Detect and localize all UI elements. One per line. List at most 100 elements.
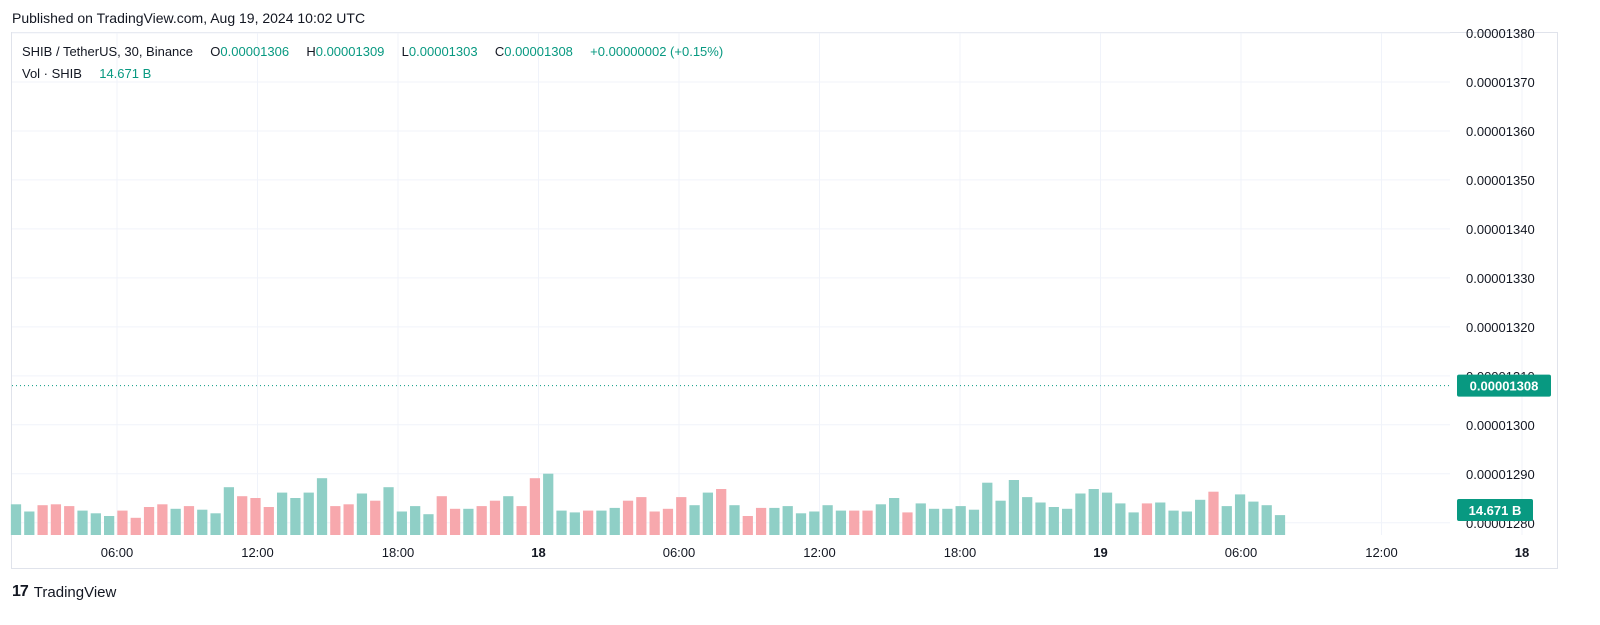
- volume-bar: [596, 510, 607, 535]
- volume-bar: [343, 504, 354, 535]
- volume-bar: [1208, 491, 1219, 535]
- y-tick-label: 0.00001300: [1466, 418, 1535, 433]
- open-label: O: [210, 44, 221, 59]
- tradingview-logo-icon[interactable]: 17: [12, 583, 29, 600]
- volume-bar: [942, 508, 953, 535]
- high-value: 0.00001309: [315, 44, 385, 59]
- volume-bar: [449, 508, 461, 535]
- volume-bar: [330, 506, 341, 535]
- volume-bar: [609, 507, 620, 535]
- high-label: H: [306, 44, 316, 59]
- grid-lines: [12, 32, 1523, 535]
- volume-bar: [569, 512, 580, 535]
- volume-bar: [276, 492, 288, 535]
- volume-bar: [436, 496, 447, 535]
- volume-bar: [143, 507, 155, 535]
- volume-bar: [1234, 494, 1246, 535]
- volume-bar: [1008, 480, 1020, 535]
- volume-bar: [197, 509, 208, 535]
- y-tick-label: 0.00001350: [1466, 173, 1535, 188]
- volume-bar: [769, 507, 780, 535]
- open-value: 0.00001306: [220, 44, 290, 59]
- volume-bar: [902, 512, 913, 535]
- volume-bar: [157, 504, 168, 535]
- volume-bar: [1168, 510, 1179, 535]
- volume-bar: [556, 510, 567, 535]
- volume-bar: [1128, 512, 1139, 535]
- volume-bar: [875, 504, 886, 535]
- volume-bar: [915, 503, 926, 535]
- volume-bar: [702, 492, 713, 535]
- volume-bar: [423, 514, 434, 535]
- volume-bar: [104, 516, 115, 535]
- volume-bar: [250, 498, 261, 535]
- volume-label[interactable]: Vol · SHIB: [22, 66, 82, 81]
- volume-bar: [1195, 499, 1206, 535]
- axes: 0.00001380 0.00001370 0.00001360 0.00001350…: [101, 26, 1535, 560]
- volume-bar: [210, 513, 221, 535]
- volume-bar: [1115, 503, 1126, 535]
- x-tick-label: 12:00: [1365, 545, 1398, 560]
- volume-bar: [1181, 511, 1192, 535]
- y-tick-label: 0.00001360: [1466, 124, 1535, 139]
- volume-bar: [716, 489, 727, 535]
- y-tick-label: 0.00001340: [1466, 222, 1535, 237]
- last-volume-label: 14.671 B: [1469, 503, 1522, 518]
- volume-bar: [889, 498, 900, 535]
- volume-bar: [968, 509, 980, 535]
- x-tick-label: 18: [531, 545, 545, 560]
- volume-value: 14.671 B: [99, 66, 152, 81]
- volume-bar: [1248, 501, 1259, 535]
- volume-bar: [263, 507, 274, 535]
- x-tick-label: 06:00: [1225, 545, 1258, 560]
- volume-bar: [290, 498, 301, 535]
- low-label: L: [401, 44, 409, 59]
- volume-bar: [1048, 507, 1059, 535]
- volume-bar: [1141, 503, 1153, 535]
- volume-bar: [1274, 515, 1286, 535]
- volume-bar: [1088, 489, 1099, 535]
- volume-legend: Vol · SHIB 14.671 B: [22, 66, 151, 81]
- tradingview-brand[interactable]: TradingView: [33, 583, 117, 601]
- volume-bar: [955, 506, 966, 535]
- y-tick-label: 0.00001380: [1466, 26, 1535, 41]
- volume-bar: [396, 511, 407, 535]
- volume-bar: [1075, 493, 1086, 535]
- volume-bar: [662, 508, 674, 535]
- symbol-label[interactable]: SHIB / TetherUS, 30, Binance: [22, 44, 194, 59]
- volume-bar: [742, 516, 753, 535]
- x-tick-label: 12:00: [803, 545, 836, 560]
- volume-bar: [237, 496, 248, 535]
- volume-bar: [822, 505, 833, 535]
- volume-bar: [77, 510, 88, 535]
- volume-bar: [809, 511, 820, 535]
- volume-bar: [90, 513, 101, 535]
- volume-bar: [995, 500, 1006, 535]
- footer: 17 TradingView: [12, 583, 116, 601]
- x-tick-label: 12:00: [241, 545, 274, 560]
- published-caption: Published on TradingView.com, Aug 19, 20…: [12, 10, 366, 26]
- volume-bar: [223, 487, 235, 535]
- volume-bar: [543, 473, 554, 535]
- volume-bar: [755, 507, 767, 535]
- volume-bar: [782, 506, 793, 535]
- volume-bar: [1155, 502, 1166, 535]
- price-labels: 0.00001308 14.671 B: [12, 374, 1551, 521]
- volume-bar: [636, 497, 647, 535]
- close-value: 0.00001308: [504, 44, 573, 59]
- y-tick-label: 0.00001330: [1466, 271, 1535, 286]
- volume-bar: [24, 511, 35, 535]
- volume-bar: [50, 504, 62, 535]
- volume-bars: [10, 473, 1286, 535]
- volume-bar: [370, 500, 381, 535]
- volume-bar: [10, 504, 22, 535]
- volume-bar: [117, 510, 128, 535]
- volume-bar: [37, 505, 48, 535]
- volume-bar: [795, 513, 807, 535]
- volume-bar: [383, 487, 394, 535]
- volume-bar: [649, 511, 660, 535]
- volume-bar: [1022, 497, 1033, 535]
- last-price-label: 0.00001308: [1470, 379, 1539, 394]
- volume-bar: [849, 510, 860, 535]
